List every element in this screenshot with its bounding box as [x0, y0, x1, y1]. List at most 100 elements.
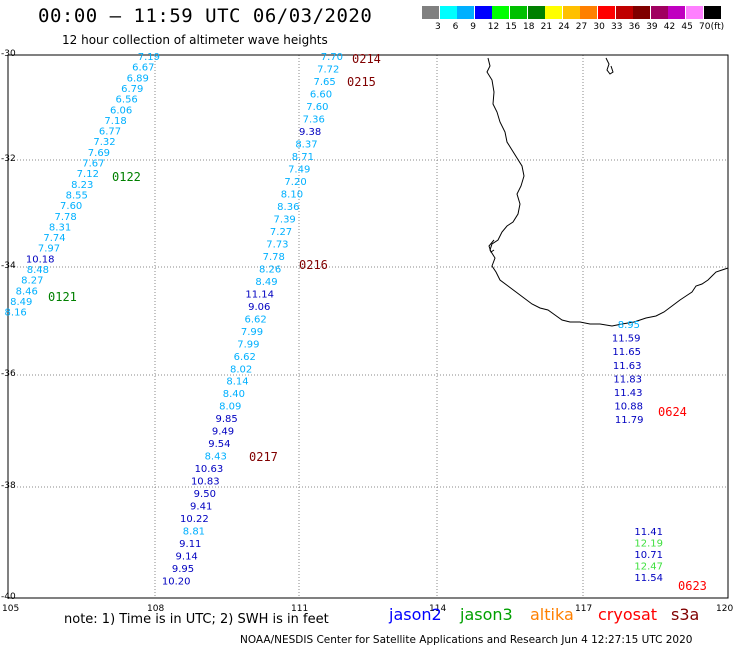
pass-id-label: 0214 — [352, 52, 381, 66]
legend-swatch — [580, 6, 598, 19]
wave-height-value: 8.49 — [10, 297, 32, 308]
legend-label: 9 — [470, 22, 476, 32]
wave-height-value: 9.11 — [179, 539, 201, 550]
wave-height-value: 10.63 — [195, 464, 224, 475]
legend-label: 6 — [452, 22, 459, 32]
pass-id-labels: 0214 0215 0216 0217 0122 0121 0624 0623 — [48, 52, 707, 593]
wave-height-value: 8.27 — [21, 276, 43, 287]
wave-height-value: 8.10 — [281, 189, 303, 200]
wave-height-value: 9.41 — [190, 502, 212, 513]
wave-height-value: 11.14 — [245, 289, 274, 300]
legend-swatch — [633, 6, 651, 19]
legend-swatch — [527, 6, 545, 19]
wave-height-value: 7.49 — [288, 164, 310, 175]
legend-label: 45 — [681, 22, 693, 32]
longitude-label: 120 — [716, 604, 734, 614]
wave-height-value: 9.85 — [215, 414, 237, 425]
wave-height-value: 8.37 — [295, 139, 317, 150]
legend-swatch — [562, 6, 580, 19]
coast-detail-outline — [488, 239, 495, 253]
australia-coastline — [486, 57, 729, 327]
wave-height-value: 8.26 — [259, 264, 281, 275]
latitude-label: -32 — [1, 154, 16, 164]
legend-label: 3 — [435, 22, 441, 32]
longitude-label: 108 — [147, 604, 165, 614]
legend-swatch — [703, 6, 721, 19]
island-outline — [605, 57, 614, 75]
wave-height-value: 8.16 — [5, 308, 27, 319]
wave-height-value: 9.54 — [208, 439, 230, 450]
pass-id-label: 0624 — [658, 405, 687, 419]
wave-height-value: 8.02 — [230, 364, 252, 375]
wave-height-value: 7.97 — [38, 244, 60, 255]
wave-height-values: 7.196.676.896.796.566.067.186.777.327.69… — [5, 52, 663, 588]
pass-id-label: 0215 — [347, 75, 376, 89]
wave-height-value: 7.19 — [138, 52, 160, 63]
legend-label: 33 — [611, 22, 623, 32]
wave-height-value: 7.72 — [317, 64, 339, 75]
wave-height-value: 11.79 — [615, 415, 644, 426]
legend-label: 39 — [646, 22, 658, 32]
legend-label: 24 — [558, 22, 570, 32]
wave-height-value: 7.27 — [270, 227, 292, 238]
legend-label: 30 — [593, 22, 605, 32]
longitude-label: 111 — [291, 604, 309, 614]
legend-swatch — [545, 6, 563, 19]
wave-height-value: 11.83 — [613, 374, 642, 385]
wave-height-value: 8.23 — [71, 180, 93, 191]
wave-height-value: 6.89 — [127, 73, 149, 84]
legend-swatch — [457, 6, 475, 19]
wave-height-value: 11.41 — [634, 527, 663, 538]
wave-height-value: 7.60 — [60, 201, 82, 212]
footer-note: note: 1) Time is in UTC; 2) SWH is in fe… — [64, 612, 329, 627]
satellite-cryosat-label: cryosat — [598, 605, 658, 624]
satellite-altika-label: altika — [530, 605, 574, 624]
wave-height-value: 9.14 — [176, 552, 198, 563]
legend-label: 15 — [505, 22, 517, 32]
wave-height-value: 8.55 — [66, 190, 88, 201]
wave-height-value: 11.63 — [613, 361, 642, 372]
wave-height-value: 7.78 — [54, 212, 76, 223]
wave-height-value: 8.36 — [277, 202, 299, 213]
latitude-label: -30 — [1, 49, 16, 59]
legend-swatch — [510, 6, 527, 19]
wave-height-value: 8.71 — [292, 152, 314, 163]
wave-height-value: 8.43 — [205, 452, 227, 463]
wave-height-value: 7.73 — [266, 239, 288, 250]
legend-label: 27 — [575, 22, 588, 32]
wave-height-value: 7.99 — [237, 339, 259, 350]
legend-swatch — [686, 6, 703, 19]
longitude-label: 114 — [429, 604, 447, 614]
wave-height-value: 7.20 — [284, 177, 306, 188]
wave-height-value: 7.65 — [313, 77, 335, 88]
wave-height-value: 6.06 — [110, 105, 132, 116]
wave-height-value: 9.38 — [299, 127, 321, 138]
legend-swatch — [615, 6, 633, 19]
latitude-label: -40 — [1, 592, 16, 602]
latitude-label: -38 — [1, 481, 16, 491]
wave-height-value: 7.18 — [104, 116, 126, 127]
map-frame — [7, 54, 729, 599]
longitude-label: 117 — [575, 604, 593, 614]
pass-id-label: 0623 — [678, 579, 707, 593]
wave-height-value: 8.46 — [16, 286, 38, 297]
legend-swatch — [650, 6, 668, 19]
legend-label: 70 — [699, 22, 711, 32]
pass-id-label: 0121 — [48, 290, 77, 304]
legend-swatch — [439, 6, 457, 19]
page-title: 00:00 – 11:59 UTC 06/03/2020 — [38, 5, 373, 27]
legend-label: 12 — [487, 22, 500, 32]
wave-height-value: 8.40 — [223, 389, 245, 400]
map-grid — [8, 55, 728, 598]
wave-height-value: 7.78 — [263, 252, 285, 263]
wave-height-value: 7.70 — [321, 52, 343, 63]
wave-height-value: 7.67 — [82, 159, 104, 170]
wave-height-value: 6.77 — [99, 127, 121, 138]
wave-height-value: 6.62 — [234, 352, 256, 363]
wave-height-value: 12.47 — [634, 562, 663, 573]
wave-height-value: 8.09 — [219, 402, 241, 413]
wave-height-value: 8.48 — [27, 265, 49, 276]
wave-height-value: 8.31 — [49, 222, 71, 233]
